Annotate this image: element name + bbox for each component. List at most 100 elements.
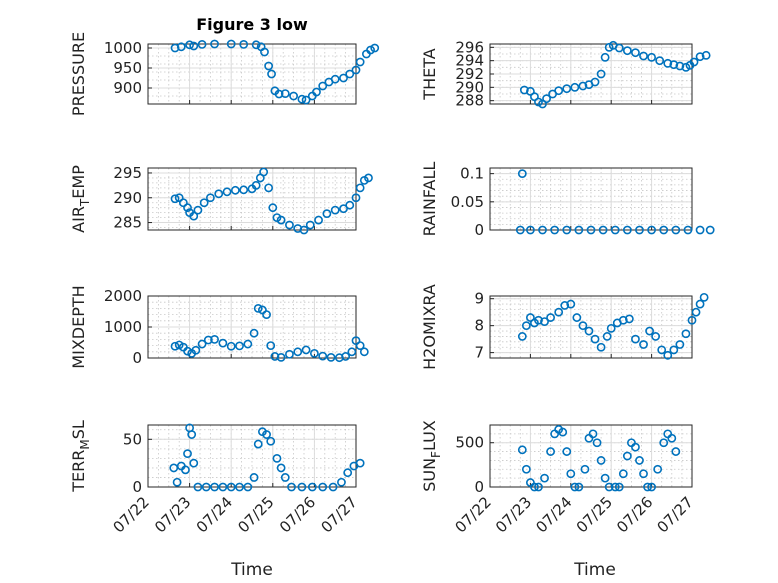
data-point	[598, 225, 608, 235]
data-point	[647, 225, 656, 235]
data-point	[659, 438, 669, 448]
data-point	[364, 173, 373, 183]
data-point	[355, 183, 365, 193]
data-point	[519, 85, 529, 95]
data-point	[695, 299, 705, 309]
data-point	[301, 345, 311, 355]
data-point	[328, 482, 338, 492]
y-tick-label: 7	[474, 344, 484, 362]
data-point	[687, 315, 697, 325]
data-point	[560, 301, 570, 310]
data-point	[691, 307, 701, 317]
y-tick-label: 950	[113, 59, 142, 77]
data-point	[562, 225, 572, 235]
data-point	[689, 57, 699, 67]
data-point	[280, 473, 290, 482]
plot-area	[147, 424, 357, 488]
data-point	[297, 94, 307, 104]
y-axis-label: PRESSURE	[69, 32, 88, 116]
data-point	[235, 482, 244, 492]
data-point	[189, 211, 199, 221]
data-point	[622, 451, 632, 461]
data-point	[301, 95, 311, 105]
data-point	[314, 215, 323, 225]
data-point	[590, 77, 600, 87]
data-point	[260, 47, 269, 57]
data-point	[517, 445, 527, 455]
data-point	[345, 200, 355, 210]
data-point	[251, 40, 261, 50]
data-point	[181, 465, 190, 475]
data-point	[675, 340, 685, 349]
data-point	[526, 225, 535, 235]
data-point	[683, 225, 693, 235]
data-point	[205, 193, 215, 203]
data-point	[695, 225, 705, 235]
y-tick-label: 900	[113, 79, 142, 97]
data-point	[185, 40, 194, 50]
data-point	[197, 339, 207, 349]
x-tick-label: 07/27	[654, 493, 697, 536]
data-point	[622, 225, 632, 235]
data-point	[699, 292, 709, 302]
y-tick-label: 0	[474, 221, 484, 239]
data-point	[566, 299, 576, 309]
data-point	[289, 91, 298, 101]
y-tick-label: 1000	[104, 318, 142, 336]
data-point	[251, 180, 261, 190]
y-axis-label: H2OMIXRA	[420, 284, 439, 370]
data-point	[203, 335, 213, 345]
data-point	[530, 482, 539, 492]
data-point	[596, 69, 606, 79]
data-point	[197, 40, 207, 49]
data-point	[550, 225, 560, 235]
data-point	[366, 45, 375, 55]
data-point	[183, 203, 192, 213]
data-point	[562, 447, 572, 456]
data-point	[193, 482, 203, 492]
data-point	[584, 326, 594, 336]
data-point	[235, 341, 244, 351]
data-point	[253, 439, 263, 449]
data-point	[285, 220, 294, 230]
data-point	[610, 225, 620, 235]
data-point	[293, 347, 303, 357]
subplot-h2omixra: 7 8 9 H2OMIXRA	[420, 284, 709, 370]
data-point	[285, 349, 294, 359]
data-point	[610, 482, 620, 492]
data-point	[517, 332, 527, 341]
data-point	[639, 469, 648, 479]
y-tick-label: 288	[455, 92, 484, 110]
data-point	[618, 469, 628, 479]
data-point	[307, 482, 317, 492]
data-point	[355, 341, 365, 350]
data-point	[538, 225, 547, 235]
data-point	[580, 464, 590, 474]
x-tick-label: 07/23	[151, 493, 194, 536]
data-point	[578, 321, 588, 331]
data-point	[230, 185, 240, 195]
y-tick-label: 8	[474, 317, 484, 335]
data-point	[305, 220, 315, 230]
data-point	[199, 198, 209, 208]
x-tick-label: 07/24	[193, 493, 236, 536]
data-point	[345, 69, 355, 79]
y-tick-label: 9	[474, 290, 484, 308]
y-tick-label: 0	[132, 478, 142, 496]
data-point	[542, 94, 551, 104]
data-point	[631, 334, 640, 344]
data-point	[521, 321, 531, 331]
axes-frame	[489, 167, 693, 231]
data-point	[521, 464, 531, 474]
data-point	[276, 215, 286, 225]
data-point	[183, 449, 192, 459]
data-point	[604, 482, 614, 492]
data-point	[210, 334, 219, 344]
data-point	[631, 442, 640, 452]
data-point	[243, 339, 253, 349]
data-point	[600, 473, 610, 483]
data-point	[655, 56, 665, 66]
data-point	[343, 468, 353, 478]
